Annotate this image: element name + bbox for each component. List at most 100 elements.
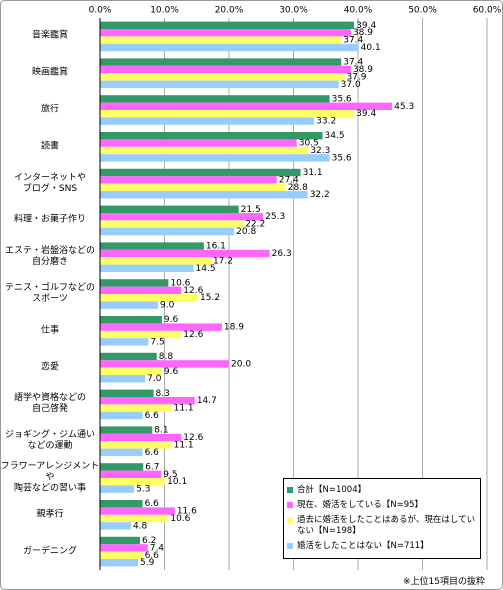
bar <box>100 507 175 515</box>
bar <box>100 294 199 302</box>
value-label: 39.4 <box>356 21 376 31</box>
bar <box>100 80 339 88</box>
bar <box>100 330 182 339</box>
legend: 合計【N=1004】現在、婚活をしている【N=95】過去に婚活をしたことはあるが… <box>283 478 481 559</box>
bar <box>100 389 154 397</box>
y-tick-label: ガーデニング <box>22 546 77 557</box>
value-label: 7.4 <box>150 543 165 553</box>
value-label: 30.5 <box>299 139 319 149</box>
bar <box>100 242 204 250</box>
legend-label: 過去に婚活をしたことはあるが、現在はしていない【N=198】 <box>297 515 476 536</box>
legend-swatch <box>287 517 293 523</box>
bar <box>100 448 143 456</box>
value-label: 21.5 <box>241 205 261 215</box>
bar <box>100 249 270 258</box>
value-label: 26.3 <box>272 249 292 259</box>
bar <box>100 411 143 420</box>
bar <box>100 257 211 265</box>
bar <box>100 485 135 493</box>
x-tick-label: 20.0% <box>215 6 244 16</box>
bar <box>100 132 323 140</box>
value-label: 12.6 <box>183 433 203 443</box>
value-label: 22.2 <box>245 220 265 230</box>
bar <box>100 117 315 125</box>
value-label: 28.8 <box>288 183 308 193</box>
legend-label: 現在、婚活をしている【N=95】 <box>297 500 424 510</box>
value-label: 32.3 <box>310 146 330 156</box>
bar <box>100 551 143 559</box>
bar <box>100 478 166 486</box>
value-label: 37.4 <box>343 58 363 68</box>
bar <box>100 168 301 177</box>
value-label: 37.9 <box>346 72 366 82</box>
bar <box>100 426 153 434</box>
bar <box>100 65 351 74</box>
value-label: 40.1 <box>361 43 381 53</box>
value-label: 39.4 <box>356 109 376 119</box>
bar <box>100 286 182 294</box>
legend-item: 現在、婚活をしている【N=95】 <box>287 500 477 511</box>
bar <box>100 316 162 324</box>
value-label: 25.3 <box>265 212 285 222</box>
value-label: 11.1 <box>174 440 194 450</box>
bar <box>100 146 309 155</box>
value-label: 10.6 <box>170 514 190 524</box>
value-label: 6.6 <box>145 411 160 421</box>
bar <box>100 279 169 287</box>
value-label: 12.6 <box>183 286 203 296</box>
x-tick-label: 0.0% <box>89 6 112 16</box>
bar <box>100 183 286 191</box>
value-label: 6.6 <box>145 551 160 561</box>
value-label: 8.8 <box>159 352 174 362</box>
value-label: 18.9 <box>224 323 244 333</box>
bar <box>100 536 140 545</box>
legend-item: 過去に婚活をしたことはあるが、現在はしていない【N=198】 <box>287 515 477 537</box>
value-label: 6.7 <box>145 462 159 472</box>
bar <box>100 43 359 52</box>
y-tick-label: 映画鑑賞 <box>31 67 68 78</box>
value-label: 33.2 <box>316 117 336 127</box>
bar <box>100 191 308 199</box>
value-label: 17.2 <box>213 256 233 266</box>
value-label: 32.2 <box>310 190 330 200</box>
value-label: 7.0 <box>147 374 162 384</box>
bar <box>100 36 342 44</box>
bar <box>100 139 297 147</box>
x-tick-label: 40.0% <box>344 6 373 16</box>
value-label: 7.5 <box>150 337 164 347</box>
value-label: 20.8 <box>236 227 256 237</box>
bar <box>100 544 148 552</box>
bar <box>100 73 345 81</box>
bar <box>100 21 355 29</box>
bar <box>100 352 157 361</box>
bar <box>100 404 172 412</box>
value-label: 5.9 <box>140 558 155 568</box>
y-tick-label: 音楽鑑賞 <box>31 30 68 41</box>
value-label: 12.6 <box>183 330 203 340</box>
bar <box>100 58 342 66</box>
legend-item: 合計【N=1004】 <box>287 485 477 496</box>
value-label: 11.6 <box>177 507 197 517</box>
bar <box>100 264 194 272</box>
value-label: 35.6 <box>332 94 352 104</box>
bar <box>100 205 239 213</box>
value-label: 5.3 <box>136 485 150 495</box>
y-tick-label: 恋愛 <box>40 362 59 373</box>
bar <box>100 29 351 37</box>
bar <box>100 433 182 442</box>
value-label: 37.0 <box>341 80 361 90</box>
value-label: 38.9 <box>353 28 373 38</box>
value-label: 14.5 <box>196 264 216 274</box>
bar <box>100 301 159 309</box>
value-label: 9.5 <box>163 470 177 480</box>
y-tick-label: 語学や資格などの 自己啓発 <box>13 393 86 415</box>
bar <box>100 220 244 228</box>
note: ※上位15項目の抜粋 <box>403 577 485 587</box>
bar <box>100 441 172 449</box>
y-tick-label: フラワーアレンジメントや 陶芸などの習い事 <box>0 461 100 494</box>
legend-swatch <box>287 487 293 493</box>
bar <box>100 95 330 103</box>
bar <box>100 500 143 508</box>
y-tick-label: 旅行 <box>40 104 59 115</box>
